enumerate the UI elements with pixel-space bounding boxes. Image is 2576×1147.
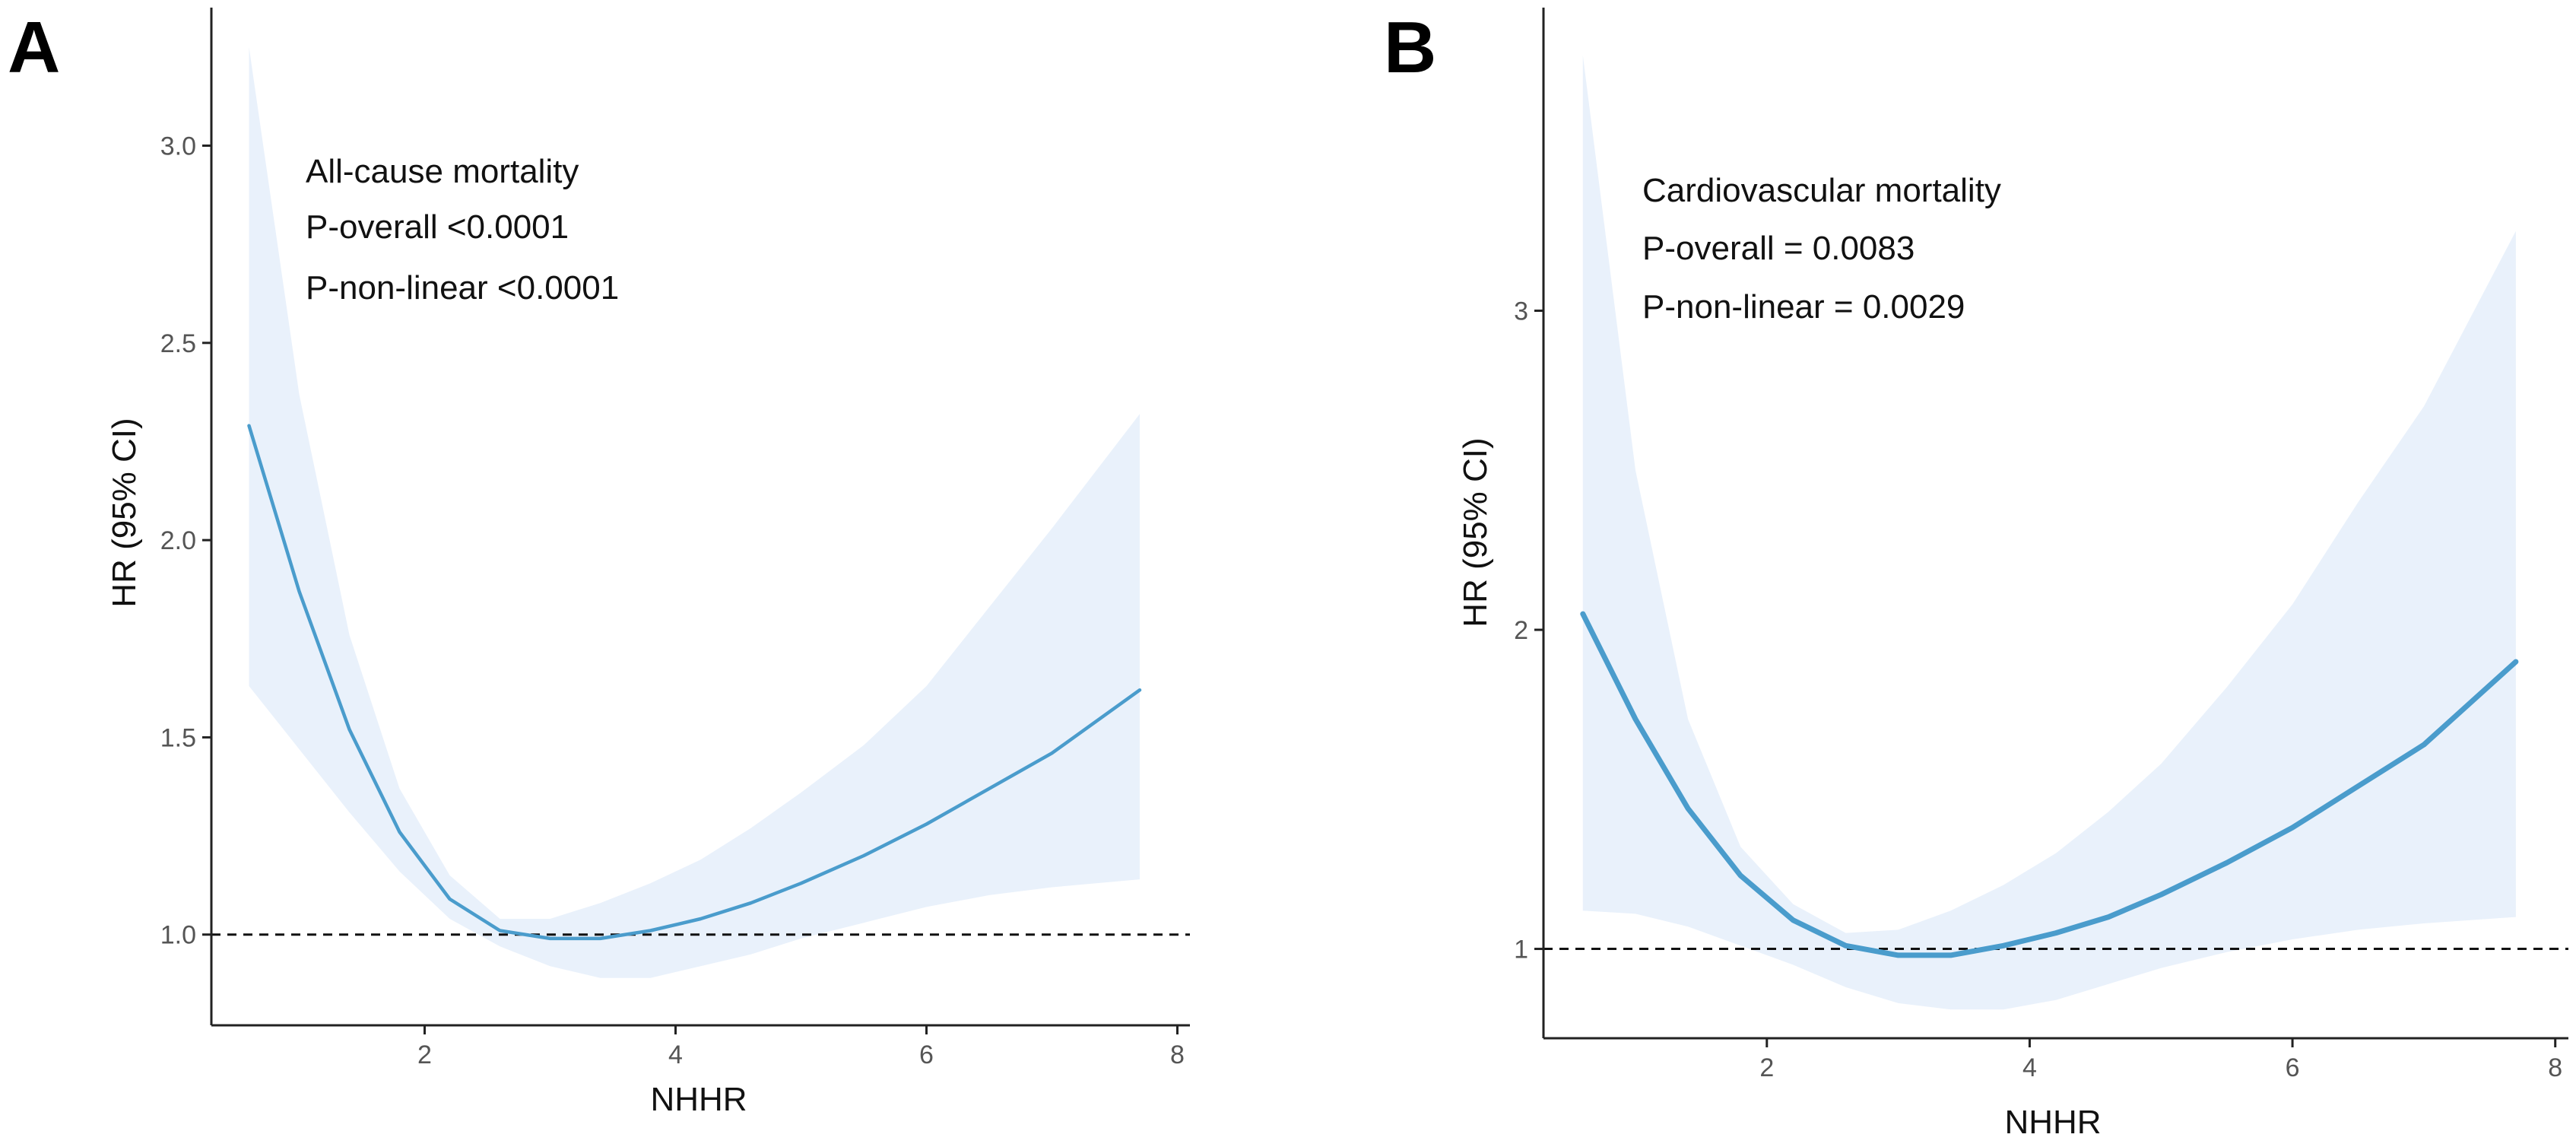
- x-tick-label: 8: [1170, 1041, 1185, 1069]
- y-tick-group: 1 2 3: [1514, 297, 1543, 964]
- x-axis-title: NHHR: [2004, 1104, 2101, 1141]
- y-axis-title: HR (95% CI): [106, 418, 143, 607]
- annotation-p-overall: P-overall <0.0001: [306, 208, 569, 246]
- annotation-block: All-cause mortality P-overall <0.0001 P-…: [306, 153, 619, 307]
- x-tick-label: 4: [2022, 1053, 2037, 1082]
- x-tick-label: 2: [1759, 1053, 1774, 1082]
- annotation-endpoint: Cardiovascular mortality: [1642, 172, 2001, 209]
- annotation-p-overall: P-overall = 0.0083: [1642, 230, 1915, 267]
- panel-letter-a: A: [8, 7, 60, 88]
- y-tick-label: 1: [1514, 936, 1528, 964]
- hr-line-group: [247, 424, 1142, 941]
- x-tick-group: 2 4 6 8: [417, 1025, 1185, 1069]
- ci-band-group: [249, 46, 1140, 978]
- annotation-p-nonlinear: P-non-linear = 0.0029: [1642, 288, 1965, 326]
- y-tick-label: 3: [1514, 297, 1528, 326]
- axes-group: [210, 8, 1190, 1027]
- panel-letter-b: B: [1384, 7, 1436, 88]
- x-tick-label: 4: [668, 1041, 683, 1069]
- x-tick-label: 2: [417, 1041, 432, 1069]
- y-tick-group: 1.0 1.5 2.0 2.5 3.0: [160, 132, 211, 950]
- x-tick-group: 2 4 6 8: [1759, 1038, 2562, 1082]
- hr-line-group: [1580, 611, 2519, 958]
- x-axis-title: NHHR: [650, 1081, 747, 1118]
- ci-band: [249, 46, 1140, 978]
- x-tick-label: 6: [919, 1041, 934, 1069]
- y-tick-label: 3.0: [160, 132, 196, 161]
- annotation-block: Cardiovascular mortality P-overall = 0.0…: [1642, 172, 2001, 326]
- y-tick-label: 1.0: [160, 921, 196, 950]
- ci-band-group: [1582, 55, 2516, 1010]
- y-tick-label: 1.5: [160, 723, 196, 752]
- y-axis-title: HR (95% CI): [1457, 437, 1494, 627]
- y-tick-label: 2.5: [160, 329, 196, 358]
- ci-band: [1582, 55, 2516, 1010]
- annotation-endpoint: All-cause mortality: [306, 153, 579, 190]
- annotation-p-nonlinear: P-non-linear <0.0001: [306, 269, 619, 307]
- panel-b: B 1 2 3 2 4 6 8 NHHR HR (95% CI) Cardiovascul…: [1384, 7, 2568, 1141]
- x-tick-label: 6: [2286, 1053, 2300, 1082]
- y-tick-label: 2: [1514, 616, 1528, 645]
- axes-group: [1542, 8, 2568, 1040]
- y-tick-label: 2.0: [160, 526, 196, 555]
- x-tick-label: 8: [2548, 1053, 2562, 1082]
